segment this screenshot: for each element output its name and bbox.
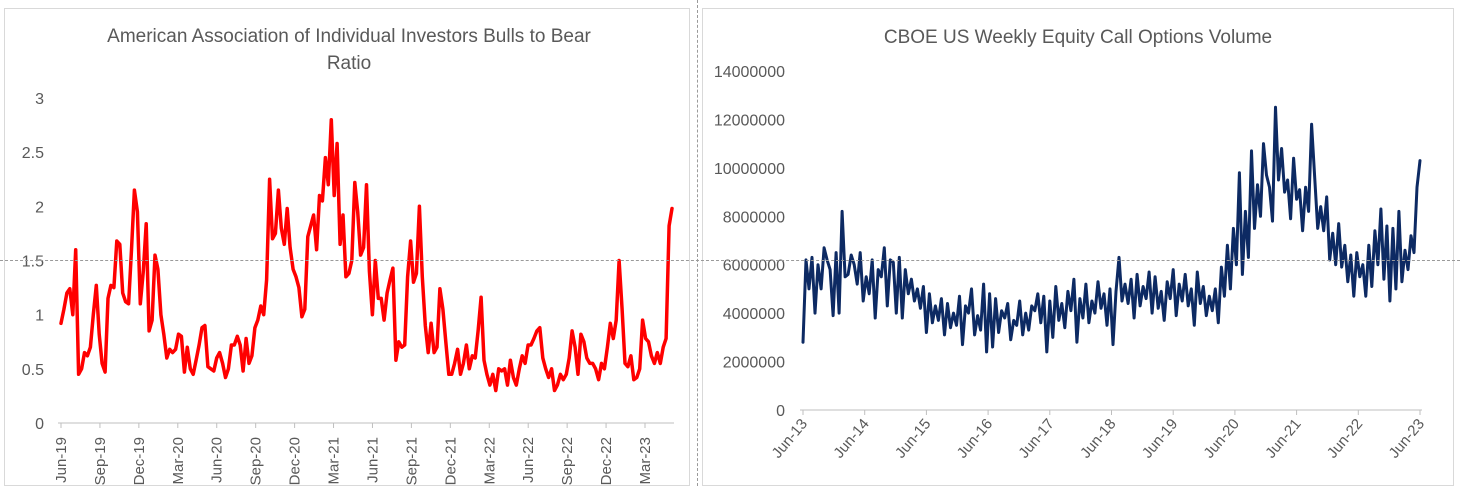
- right-chart-series-line: [801, 105, 1422, 354]
- left-chart-x-tick-label: Dec-20: [287, 437, 304, 485]
- left-chart-y-tick-label: 0.5: [22, 362, 44, 379]
- right-chart-y-tick-label: 8000000: [723, 209, 785, 226]
- right-chart-y-tick-label: 2000000: [723, 355, 785, 372]
- left-chart-title-line1: American Association of Individual Inves…: [107, 26, 591, 47]
- right-chart-x-tick-label: Jun-14: [830, 416, 873, 462]
- horizontal-guide-line: [0, 260, 1460, 261]
- right-chart-y-tick-label: 12000000: [714, 112, 785, 129]
- left-chart-x-tick-label: Mar-23: [637, 437, 654, 485]
- right-chart-x-tick-label: Jun-13: [769, 416, 812, 462]
- right-chart-y-tick-label: 4000000: [723, 306, 785, 323]
- left-chart-x-tick-label: Jun-20: [209, 437, 226, 483]
- right-chart-axes: 0 2000000 4000000 6000000 8000000 10000000 120…: [714, 64, 1428, 462]
- left-chart-axes: 0 0.5 1 1.5 2 2.5 3 Jun-19 Sep-19 Dec-19 Mar-20 Jun…: [22, 91, 674, 485]
- left-chart-x-tick-label: Dec-19: [131, 437, 148, 485]
- right-chart-x-tick-label: Jun-15: [892, 416, 935, 462]
- right-chart-y-tick-label: 0: [776, 403, 785, 420]
- left-chart-title-line2: Ratio: [327, 53, 371, 74]
- right-chart-x-tick-label: Jun-22: [1324, 416, 1367, 462]
- left-chart-x-tick-label: Dec-21: [442, 437, 459, 485]
- right-chart-x-tick-label: Jun-21: [1262, 416, 1305, 462]
- right-chart-y-tick-label: 10000000: [714, 161, 785, 178]
- left-chart-y-tick-label: 2: [35, 199, 44, 216]
- right-chart-x-tick-label: Jun-19: [1139, 416, 1182, 462]
- left-chart-y-tick-label: 0: [35, 416, 44, 433]
- left-chart-y-tick-label: 1: [35, 308, 44, 325]
- left-chart-y-tick-label: 1.5: [22, 254, 44, 271]
- left-chart-series-line: [59, 117, 674, 393]
- left-chart-x-tick-label: Sep-19: [92, 437, 109, 485]
- left-chart-y-tick-label: 3: [35, 91, 44, 108]
- left-chart-x-tick-label: Mar-22: [481, 437, 498, 485]
- left-chart-y-tick-label: 2.5: [22, 145, 44, 162]
- left-chart-x-tick-label: Jun-19: [53, 437, 70, 483]
- right-chart-x-tick-label: Jun-18: [1077, 416, 1120, 462]
- left-chart-x-tick-label: Mar-21: [326, 437, 343, 485]
- right-chart-x-tick-label: Jun-23: [1386, 416, 1429, 462]
- vertical-guide-line: [697, 0, 698, 486]
- right-chart-y-tick-label: 14000000: [714, 64, 785, 81]
- right-chart-y-tick-label: 6000000: [723, 258, 785, 275]
- left-chart-x-tick-label: Sep-20: [248, 437, 265, 485]
- right-chart-x-tick-label: Jun-20: [1200, 416, 1243, 462]
- left-chart-x-tick-label: Mar-20: [170, 437, 187, 485]
- left-chart-x-tick-label: Sep-22: [559, 437, 576, 485]
- left-chart-x-tick-label: Jun-22: [520, 437, 537, 483]
- right-chart-title: CBOE US Weekly Equity Call Options Volum…: [884, 27, 1272, 48]
- right-chart-x-tick-label: Jun-17: [1015, 416, 1058, 462]
- right-chart-x-tick-label: Jun-16: [954, 416, 997, 462]
- left-chart-x-tick-label: Sep-21: [403, 437, 420, 485]
- left-chart-x-tick-label: Jun-21: [364, 437, 381, 483]
- left-chart-x-tick-label: Dec-22: [598, 437, 615, 485]
